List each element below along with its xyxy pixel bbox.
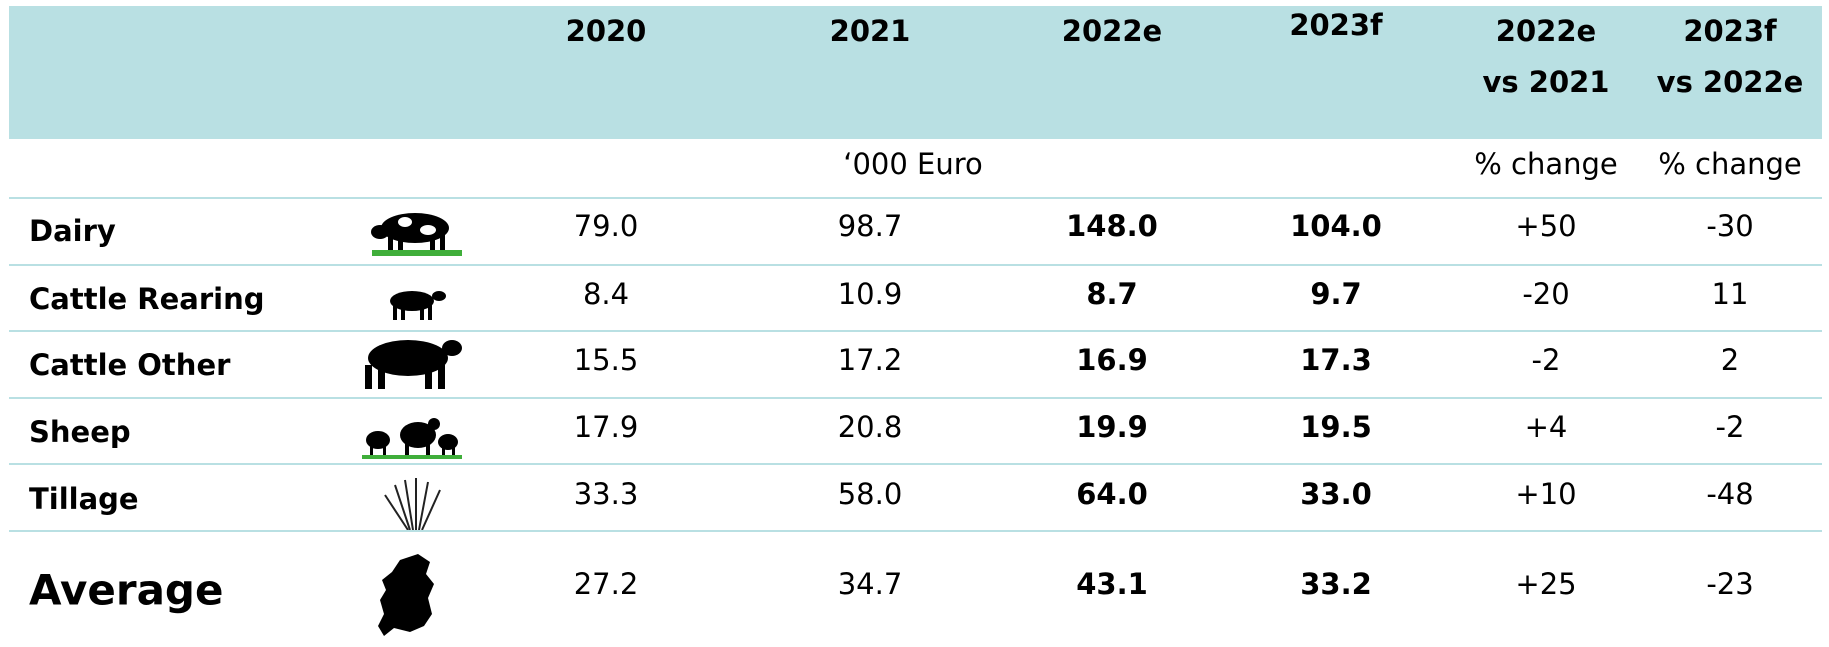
cell: 11 [1712,277,1749,311]
row-label: Cattle Other [29,348,231,382]
cell: 98.7 [838,209,903,243]
column-header: 2022e [1496,14,1596,48]
row-icons [362,203,462,636]
row-label: Sheep [29,415,131,449]
column-header: 2023f [1289,8,1383,42]
dairy-icon [370,203,462,258]
unit-label: % change [1658,147,1802,181]
tillage-icon [384,478,441,531]
cell: -48 [1706,477,1753,511]
cell: 8.4 [583,277,629,311]
column-header: 2023f [1683,14,1777,48]
cell: +25 [1515,567,1576,601]
cell: 20.8 [838,410,903,444]
cell: 34.7 [838,567,903,601]
cell: -2 [1532,343,1561,377]
column-header: 2020 [566,14,647,48]
column-header: 2021 [830,14,911,48]
cell: 8.7 [1086,277,1137,311]
cell: 9.7 [1310,277,1361,311]
cell: 16.9 [1076,343,1148,377]
unit-label: ‘000 Euro [843,147,983,181]
cell: 15.5 [574,343,639,377]
cell: -23 [1706,567,1753,601]
cell: 2 [1721,343,1739,377]
cell: 17.9 [574,410,639,444]
cell: 19.5 [1300,410,1372,444]
cell: 33.0 [1300,477,1372,511]
cell: 64.0 [1076,477,1148,511]
cell: 33.2 [1300,567,1372,601]
cell: 33.3 [574,477,639,511]
cell: +10 [1515,477,1576,511]
cell: -30 [1706,209,1753,243]
row-label: Dairy [29,214,116,248]
header-band [9,6,1822,138]
cell: 17.2 [838,343,903,377]
cell: -2 [1716,410,1745,444]
cell: 148.0 [1066,209,1158,243]
cattle-rearing-icon [390,291,446,320]
row-label: Tillage [29,482,139,516]
row-label: Cattle Rearing [29,282,265,316]
cell: 17.3 [1300,343,1372,377]
column-header: vs 2021 [1483,65,1610,99]
unit-label: % change [1474,147,1618,181]
column-header: vs 2022e [1657,65,1804,99]
sheep-icon [362,418,462,459]
cell: 79.0 [574,209,639,243]
cell: +50 [1515,209,1576,243]
cell: 27.2 [574,567,639,601]
cell: 10.9 [838,277,903,311]
column-header: 2022e [1062,14,1162,48]
cell: 19.9 [1076,410,1148,444]
cell: +4 [1525,410,1568,444]
cattle-other-icon [365,340,462,389]
cell: -20 [1522,277,1569,311]
row-label: Average [29,566,223,615]
cell: 104.0 [1290,209,1382,243]
cell: 58.0 [838,477,903,511]
cell: 43.1 [1076,567,1148,601]
average-icon [378,554,434,636]
